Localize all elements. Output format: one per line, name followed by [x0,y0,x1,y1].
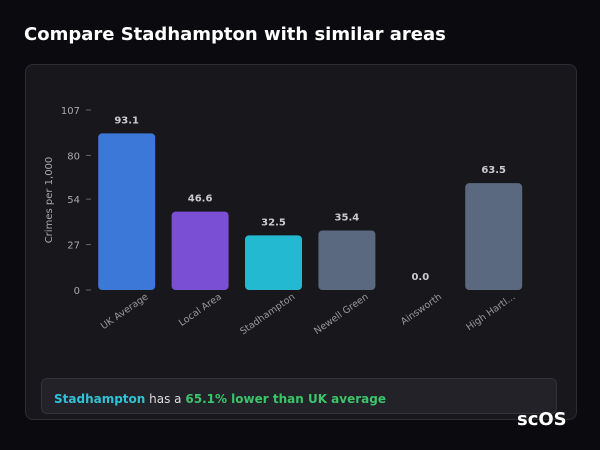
page-title: Compare Stadhampton with similar areas [24,24,446,45]
bar [171,211,229,290]
y-tick-label: 27 [67,241,80,252]
x-tick-label: High Hartl... [464,291,517,333]
bar [318,230,376,290]
value-label: 46.6 [188,194,213,205]
x-tick-label: UK Average [99,291,151,332]
x-tick-label: Local Area [177,291,224,328]
comparison-note: Stadhampton has a 65.1% lower than UK av… [41,378,557,414]
value-label: 32.5 [261,217,286,228]
note-text: has a [149,392,182,406]
value-label: 93.1 [114,115,139,126]
value-label: 0.0 [411,272,429,283]
y-tick-label: 80 [67,151,80,162]
x-tick-label: Stadhampton [238,291,297,337]
note-highlight: 65.1% lower than UK average [185,392,386,406]
note-area: Stadhampton [54,392,146,406]
x-tick-label: Newell Green [312,291,370,337]
y-axis-label: Crimes per 1,000 [44,157,55,244]
y-tick-label: 0 [74,286,80,297]
y-tick-label: 107 [61,106,80,117]
y-tick-label: 54 [67,195,80,206]
x-tick-label: Ainsworth [399,291,444,327]
logo: scOS [517,409,567,430]
value-label: 35.4 [335,212,360,223]
bar [98,133,156,290]
bar [465,183,523,290]
value-label: 63.5 [481,165,506,176]
bar [245,235,302,290]
